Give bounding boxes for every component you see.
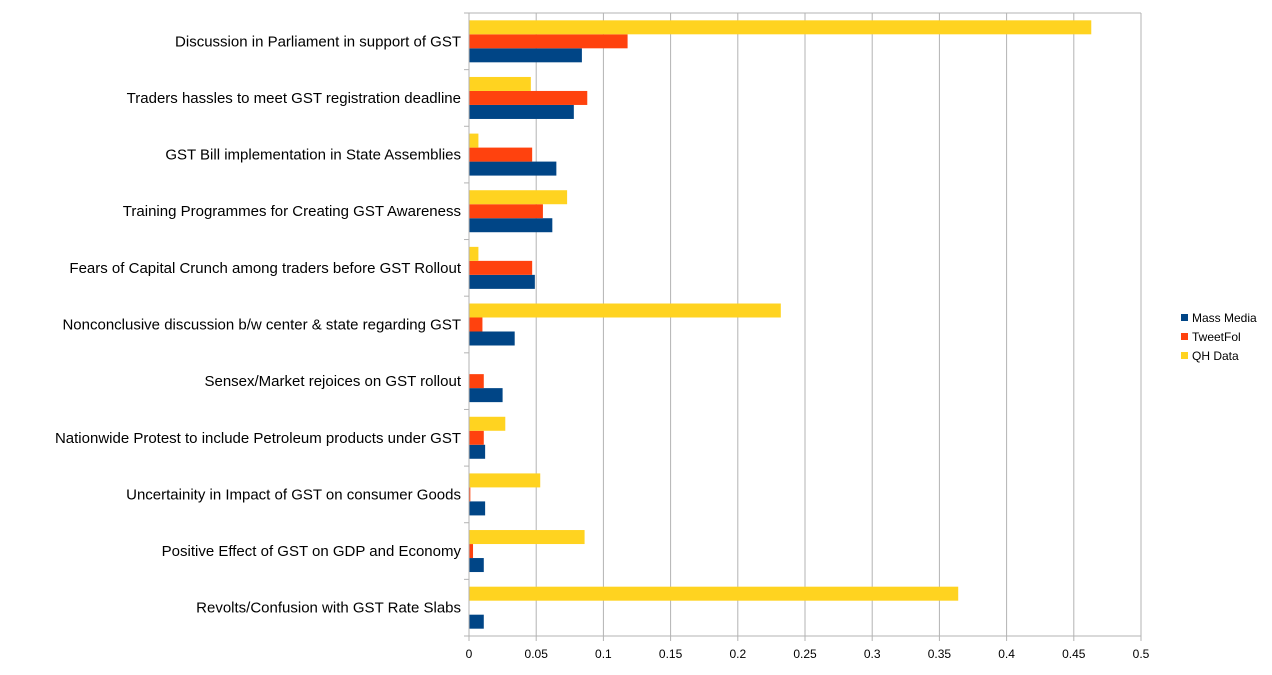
legend-swatch [1181, 314, 1188, 321]
grid-lines [535, 13, 1142, 636]
x-tick-label: 0.3 [864, 647, 881, 661]
x-tick-label: 0.45 [1062, 647, 1086, 661]
bar-tweetfol [469, 430, 484, 445]
category-label: Revolts/Confusion with GST Rate Slabs [196, 600, 461, 617]
x-tick-label: 0 [466, 647, 473, 661]
axes [464, 12, 1142, 641]
bar-mass-media [469, 614, 484, 629]
bar-tweetfol [469, 317, 483, 332]
category-label: Training Programmes for Creating GST Awa… [123, 203, 461, 220]
x-tick-label: 0.25 [793, 647, 817, 661]
legend-label: Mass Media [1192, 311, 1257, 325]
bar-mass-media [469, 161, 557, 176]
category-label: Nonconclusive discussion b/w center & st… [62, 317, 461, 334]
bar-mass-media [469, 48, 582, 63]
bar-mass-media [469, 558, 484, 573]
bar-mass-media [469, 104, 574, 119]
legend-label: TweetFol [1192, 330, 1241, 344]
bar-tweetfol [469, 487, 471, 502]
bar-mass-media [469, 501, 486, 516]
bar-tweetfol [469, 34, 628, 49]
bar-tweetfol [469, 544, 474, 559]
bar-tweetfol [469, 260, 533, 275]
bar-mass-media [469, 388, 503, 403]
bar-qh-data [469, 586, 959, 601]
x-tick-label: 0.2 [729, 647, 746, 661]
category-label: Positive Effect of GST on GDP and Econom… [162, 543, 462, 560]
x-tick-label: 0.4 [998, 647, 1015, 661]
bar-qh-data [469, 76, 531, 91]
bar-qh-data [469, 416, 506, 431]
x-tick-label: 0.1 [595, 647, 612, 661]
bar-qh-data [469, 20, 1092, 35]
category-label: Sensex/Market rejoices on GST rollout [204, 373, 461, 390]
bar-qh-data [469, 473, 541, 488]
category-label: Nationwide Protest to include Petroleum … [55, 430, 461, 447]
legend: Mass Media TweetFol QH Data [1181, 311, 1257, 363]
legend-swatch [1181, 352, 1188, 359]
bar-qh-data [469, 133, 479, 148]
x-tick-label: 0.15 [659, 647, 683, 661]
bar-qh-data [469, 530, 585, 545]
category-label: Discussion in Parliament in support of G… [175, 33, 461, 50]
category-label: Fears of Capital Crunch among traders be… [69, 260, 461, 277]
category-label: Uncertainity in Impact of GST on consume… [126, 486, 461, 503]
bar-tweetfol [469, 90, 588, 105]
category-label: GST Bill implementation in State Assembl… [165, 147, 461, 164]
bar-mass-media [469, 444, 486, 459]
bar-qh-data [469, 190, 568, 205]
category-label: Traders hassles to meet GST registration… [127, 90, 461, 107]
category-labels: Discussion in Parliament in support of G… [55, 33, 462, 616]
legend-swatch [1181, 333, 1188, 340]
bar-mass-media [469, 218, 553, 233]
x-tick-label: 0.35 [928, 647, 952, 661]
x-tick-labels: 0 0.05 0.1 0.15 0.2 0.25 0.3 0.35 0.4 0.45 0.5 [466, 647, 1150, 661]
x-tick-label: 0.5 [1133, 647, 1150, 661]
bar-mass-media [469, 331, 515, 346]
bar-qh-data [469, 303, 781, 318]
bar-tweetfol [469, 204, 543, 219]
x-tick-label: 0.05 [525, 647, 549, 661]
legend-label: QH Data [1192, 349, 1239, 363]
bar-tweetfol [469, 147, 533, 162]
bar-mass-media [469, 274, 535, 289]
bars-group [469, 20, 1092, 629]
bar-tweetfol [469, 374, 484, 389]
bar-qh-data [469, 246, 479, 261]
